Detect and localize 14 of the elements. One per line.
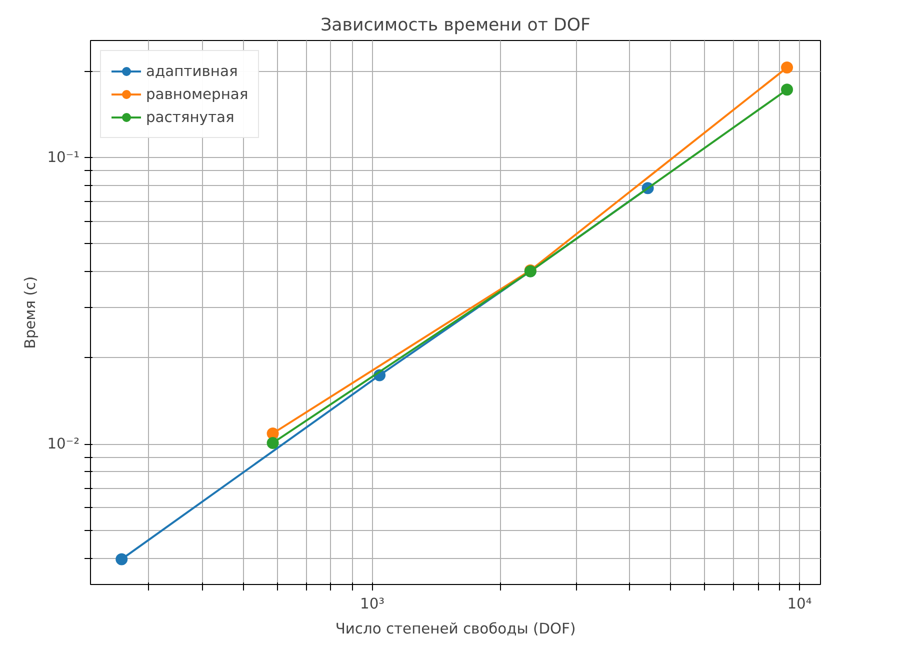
x-axis-title: Число степеней свободы (DOF) (335, 620, 576, 638)
x-tick-label: 10⁴ (787, 596, 812, 612)
legend-label: адаптивная (146, 62, 238, 80)
y-axis-title: Время (с) (22, 276, 40, 349)
legend-label: растянутая (146, 108, 234, 126)
point (781, 62, 794, 74)
point (266, 427, 279, 440)
y-tick-label: 10⁻¹ (47, 149, 80, 166)
x-tick-label: 10³ (360, 596, 385, 612)
chart-title: Зависимость времени от DOF (320, 16, 590, 36)
legend-label: равномерная (146, 86, 248, 102)
y-tick-label: 10⁻² (47, 436, 80, 453)
point (266, 436, 279, 449)
point (781, 84, 794, 96)
